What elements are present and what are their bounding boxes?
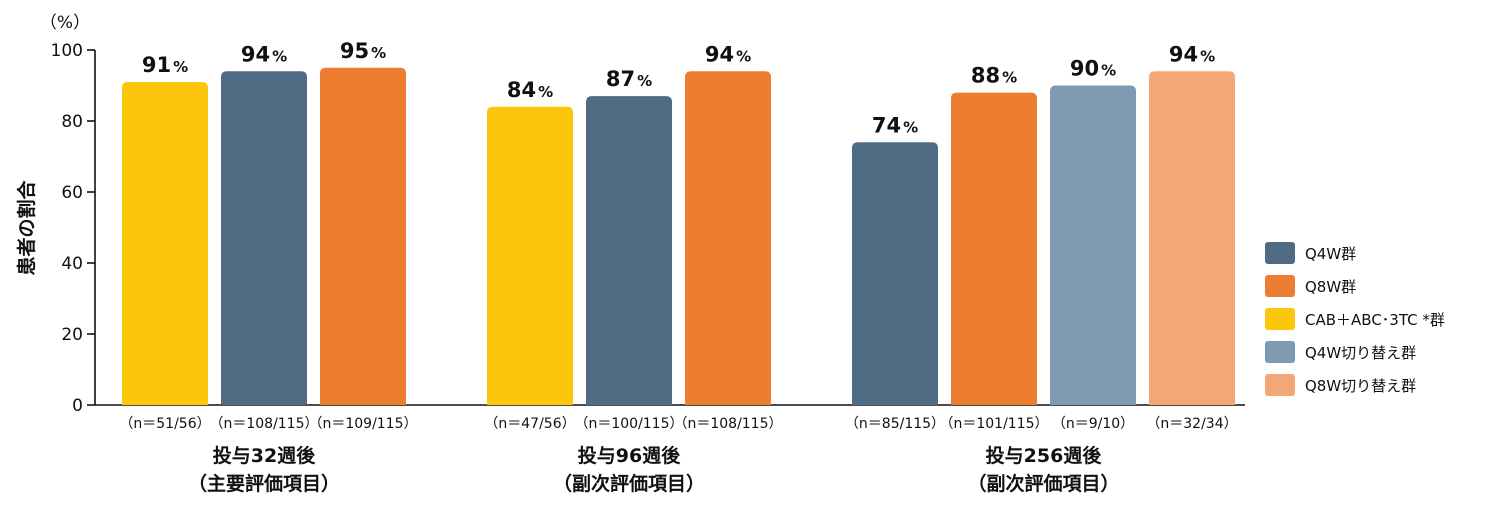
bar-value-number: 94 (705, 42, 734, 66)
y-tick-label: 0 (72, 396, 83, 416)
group-label-line2: （主要評価項目） (188, 472, 340, 495)
legend-label: Q8W群 (1305, 278, 1356, 296)
y-tick-label: 20 (61, 325, 83, 345)
bar-value-label: 94% (241, 42, 287, 66)
y-tick-label: 60 (61, 183, 83, 203)
bar-value-unit: % (173, 58, 188, 76)
bar (122, 81, 208, 405)
legend-label: Q4W切り替え群 (1305, 344, 1416, 362)
y-tick-label: 80 (61, 112, 83, 132)
bar-n-label: （n＝101/115） (939, 416, 1048, 432)
y-tick-label: 40 (61, 254, 83, 274)
bar-value-unit: % (1002, 69, 1017, 87)
bar-value-label: 88% (971, 64, 1017, 88)
legend-swatch (1265, 341, 1295, 363)
group-label-line2: （副次評価項目） (553, 472, 705, 495)
legend-swatch (1265, 374, 1295, 396)
bar-value-number: 94 (1169, 42, 1198, 66)
legend-swatch (1265, 275, 1295, 297)
bar (1149, 71, 1235, 406)
bar (951, 92, 1037, 405)
legend-swatch (1265, 242, 1295, 264)
bar-value-unit: % (637, 72, 652, 90)
bar-value-label: 91% (142, 53, 188, 77)
bar-value-number: 87 (606, 67, 635, 91)
y-axis-unit: （%） (40, 13, 90, 33)
bar-n-label: （n＝9/10） (1052, 416, 1134, 432)
bar-n-label: （n＝32/34） (1146, 416, 1237, 432)
bar (320, 67, 406, 405)
bar-value-label: 95% (340, 39, 386, 63)
bar-value-label: 94% (1169, 42, 1215, 66)
bar-value-label: 90% (1070, 57, 1116, 81)
bar-value-label: 84% (507, 78, 553, 102)
bar-value-unit: % (272, 47, 287, 65)
bar-value-number: 88 (971, 64, 1000, 88)
legend-swatch (1265, 308, 1295, 330)
bar-n-label: （n＝109/115） (308, 416, 417, 432)
bar-value-number: 91 (142, 53, 171, 77)
bar-value-unit: % (736, 47, 751, 65)
y-axis-title: 患者の割合 (15, 180, 38, 276)
bar-value-unit: % (903, 118, 918, 136)
bar (487, 106, 573, 406)
group-label-line2: （副次評価項目） (967, 472, 1119, 495)
bar (685, 71, 771, 406)
legend-label: Q8W切り替え群 (1305, 377, 1416, 395)
bar (852, 142, 938, 406)
bar-n-label: （n＝85/115） (845, 416, 945, 432)
bar (586, 96, 672, 406)
bar-value-unit: % (538, 83, 553, 101)
group-label-line1: 投与32週後 (213, 444, 316, 467)
bar-value-label: 74% (872, 113, 918, 137)
legend-label: CAB＋ABC･3TC *群 (1305, 311, 1445, 329)
bar-n-label: （n＝108/115） (673, 416, 782, 432)
y-tick-label: 100 (51, 41, 83, 61)
bar-n-label: （n＝51/56） (119, 416, 210, 432)
bar-n-label: （n＝100/115） (574, 416, 683, 432)
bar-value-unit: % (1101, 62, 1116, 80)
bar-value-unit: % (1200, 47, 1215, 65)
bar-value-number: 84 (507, 78, 536, 102)
bar-value-number: 95 (340, 39, 369, 63)
bar-n-label: （n＝47/56） (484, 416, 575, 432)
bar (221, 71, 307, 406)
bar-value-number: 74 (872, 113, 901, 137)
bar-value-label: 94% (705, 42, 751, 66)
bar-value-number: 90 (1070, 57, 1099, 81)
bar (1050, 85, 1136, 405)
group-label-line1: 投与96週後 (578, 444, 681, 467)
bar-value-label: 87% (606, 67, 652, 91)
bar-n-label: （n＝108/115） (209, 416, 318, 432)
bar-value-unit: % (371, 44, 386, 62)
bar-value-number: 94 (241, 42, 270, 66)
legend-label: Q4W群 (1305, 245, 1356, 263)
group-label-line1: 投与256週後 (986, 444, 1103, 467)
